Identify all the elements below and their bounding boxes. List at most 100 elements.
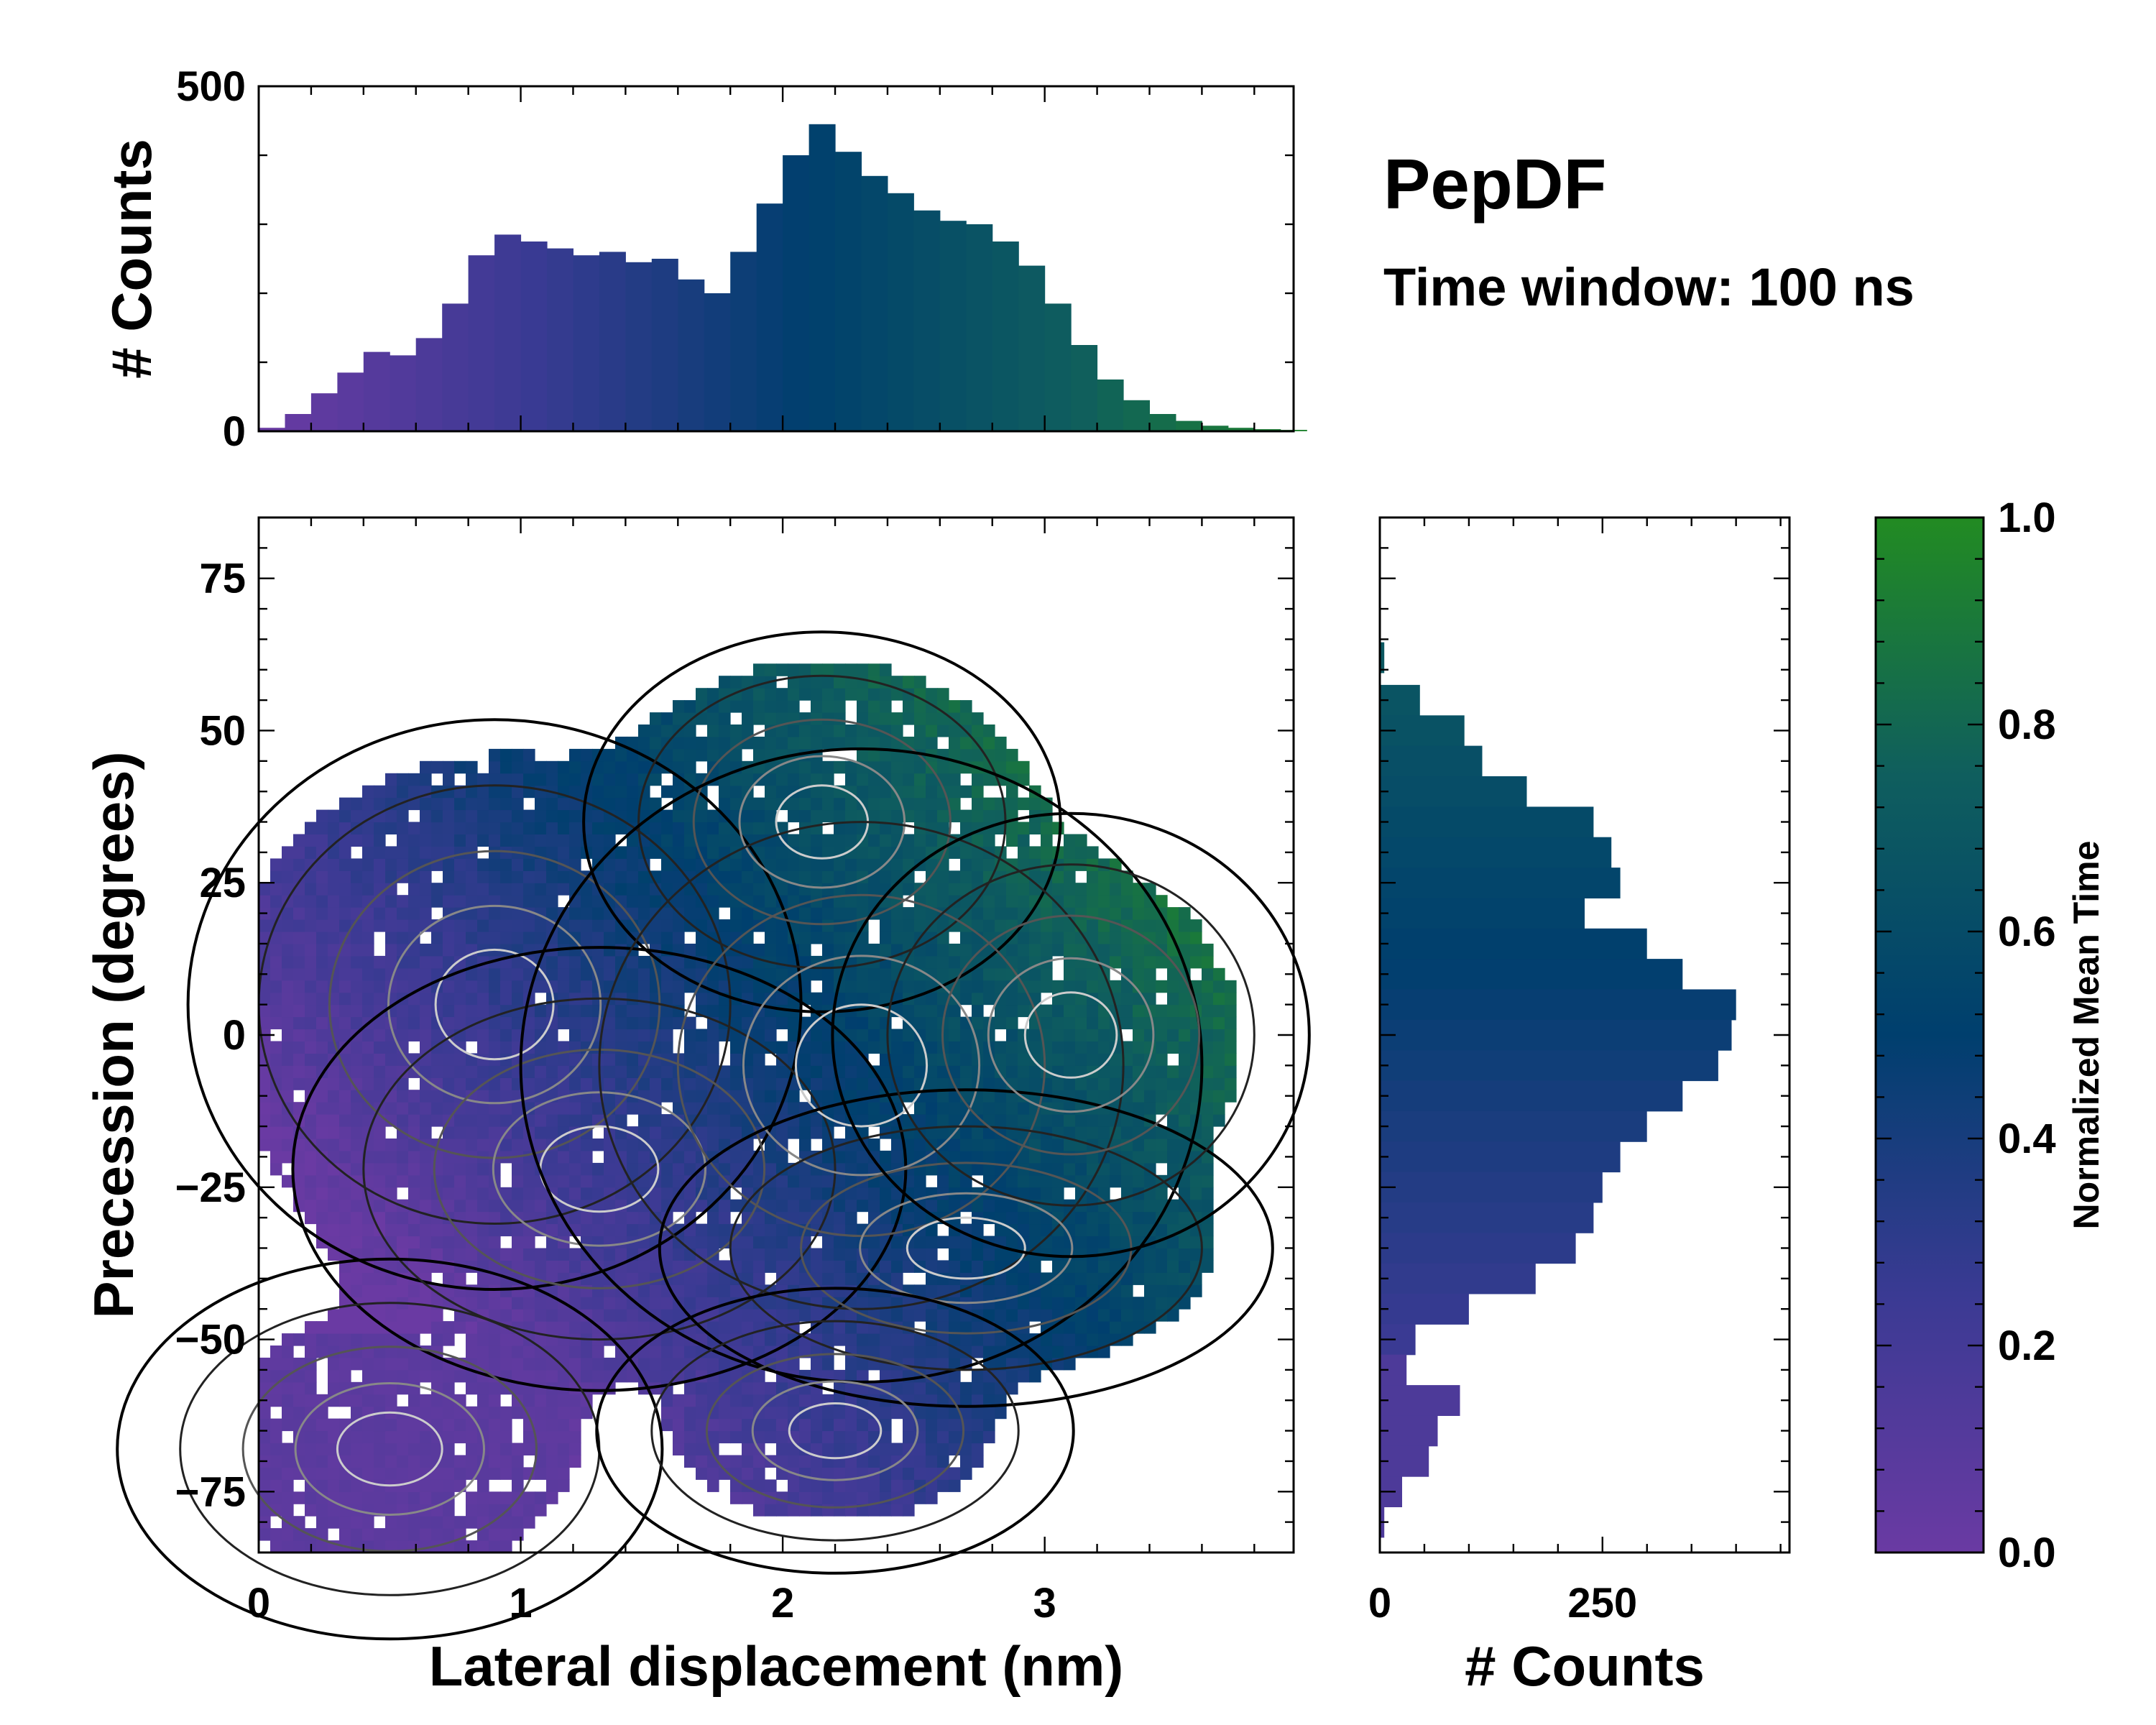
heatmap-cell <box>546 1309 558 1322</box>
heatmap-cell <box>293 870 305 883</box>
heatmap-cell <box>811 1479 823 1492</box>
heatmap-cell <box>1213 1029 1225 1041</box>
heatmap-cell <box>305 932 317 944</box>
heatmap-cell <box>1018 1223 1030 1237</box>
heatmap-cell <box>270 1540 282 1553</box>
heatmap-cell <box>1202 1236 1214 1248</box>
heatmap-cell <box>1156 1004 1168 1018</box>
heatmap-cell <box>362 797 374 811</box>
heatmap-cell <box>834 1430 846 1444</box>
heatmap-cell <box>857 1455 869 1468</box>
heatmap-cell <box>512 883 524 896</box>
heatmap-cell <box>408 1114 420 1127</box>
heatmap-cell <box>293 1333 305 1346</box>
heatmap-cell <box>776 773 788 786</box>
heatmap-cell <box>569 1150 581 1164</box>
heatmap-cell <box>857 1321 869 1334</box>
heatmap-cell <box>1202 1126 1214 1139</box>
contour-line <box>729 1125 1203 1371</box>
heatmap-cell <box>282 846 294 859</box>
heatmap-cell <box>696 1443 708 1455</box>
heatmap-cell <box>673 736 685 750</box>
heatmap-cell <box>385 1223 397 1237</box>
heatmap-cell <box>1029 1297 1041 1310</box>
heatmap-cell <box>615 1211 627 1225</box>
heatmap-cell <box>523 1065 535 1078</box>
heatmap-cell <box>1006 1211 1018 1225</box>
heatmap-cell <box>638 919 650 932</box>
contour-line <box>595 1287 1075 1575</box>
heatmap-cell <box>661 1174 673 1188</box>
heatmap-cell <box>696 1467 708 1480</box>
heatmap-cell <box>1006 748 1018 762</box>
heatmap-cell <box>408 1516 420 1529</box>
heatmap-cell <box>270 1528 282 1541</box>
heatmap-cell <box>500 1455 512 1468</box>
heatmap-cell <box>972 1430 984 1444</box>
heatmap-cell <box>443 992 455 1006</box>
heatmap-cell <box>362 919 374 932</box>
heatmap-cell <box>489 1297 501 1310</box>
heatmap-cell <box>535 1029 547 1041</box>
heatmap-cell <box>489 1041 501 1054</box>
heatmap-cell <box>1133 955 1145 969</box>
heatmap-cell <box>673 1162 685 1176</box>
heatmap-cell <box>305 1114 317 1127</box>
heatmap-cell <box>937 1406 949 1420</box>
heatmap-cell <box>799 1138 811 1151</box>
heatmap-cell <box>765 760 777 774</box>
heatmap-cell <box>903 1467 915 1480</box>
heatmap-cell <box>753 883 765 896</box>
heatmap-cell <box>489 785 501 799</box>
heatmap-cell <box>650 834 662 847</box>
heatmap-cell <box>431 1491 443 1504</box>
heatmap-cell <box>500 992 512 1006</box>
heatmap-cell <box>385 955 397 969</box>
heatmap-cell <box>638 1272 650 1285</box>
heatmap-cell <box>339 1150 351 1164</box>
heatmap-cell <box>443 1504 455 1517</box>
heatmap-cell <box>719 1162 731 1176</box>
heatmap-cell <box>558 1357 570 1371</box>
heatmap-cell <box>1110 1162 1122 1176</box>
heatmap-cell <box>259 1443 271 1455</box>
heatmap-cell <box>753 822 765 834</box>
heatmap-cell <box>937 1114 949 1127</box>
heatmap-cell <box>903 712 915 725</box>
heatmap-cell <box>535 1406 547 1420</box>
heatmap-cell <box>569 1138 581 1151</box>
heatmap-cell <box>661 748 673 762</box>
heatmap-cell <box>397 1309 409 1322</box>
heatmap-cell <box>592 1346 604 1358</box>
top-histogram-bar <box>992 242 1019 431</box>
heatmap-cell <box>1075 943 1087 957</box>
heatmap-cell <box>1075 907 1087 920</box>
heatmap-cell <box>546 1479 558 1492</box>
heatmap-cell <box>857 1053 869 1066</box>
heatmap-cell <box>592 1174 604 1188</box>
heatmap-cell <box>1064 1223 1076 1237</box>
heatmap-cell <box>477 822 489 834</box>
heatmap-cell <box>1156 1150 1168 1164</box>
heatmap-cell <box>569 1248 581 1261</box>
heatmap-cell <box>512 1248 524 1261</box>
heatmap-cell <box>684 1138 696 1151</box>
heatmap-cell <box>788 724 800 737</box>
heatmap-cell <box>1202 955 1214 969</box>
heatmap-cell <box>454 858 466 871</box>
heatmap-cell <box>742 907 754 920</box>
heatmap-cell <box>730 1016 742 1030</box>
heatmap-cell <box>443 1516 455 1529</box>
heatmap-cell <box>385 1284 397 1297</box>
heatmap-cell <box>765 992 777 1006</box>
heatmap-cell <box>719 1126 731 1139</box>
heatmap-cell <box>1133 1309 1145 1322</box>
heatmap-cell <box>937 992 949 1006</box>
heatmap-cell <box>822 980 834 993</box>
heatmap-cell <box>443 1223 455 1237</box>
heatmap-cell <box>397 907 409 920</box>
heatmap-cell <box>420 1248 432 1261</box>
heatmap-cell <box>1133 1029 1145 1041</box>
heatmap-cell <box>673 700 685 713</box>
top-histogram-bar <box>939 221 967 431</box>
